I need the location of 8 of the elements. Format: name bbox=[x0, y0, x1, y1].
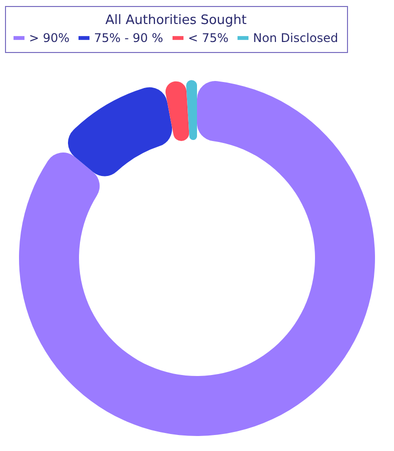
donut-slice bbox=[186, 80, 197, 140]
donut-slice bbox=[166, 81, 190, 141]
legend-label: < 75% bbox=[188, 31, 229, 45]
legend-title: All Authorities Sought bbox=[105, 13, 247, 28]
legend-label: > 90% bbox=[29, 31, 70, 45]
legend-label: Non Disclosed bbox=[253, 31, 338, 45]
legend-label: 75% - 90 % bbox=[94, 31, 164, 45]
donut-slice bbox=[19, 81, 375, 436]
